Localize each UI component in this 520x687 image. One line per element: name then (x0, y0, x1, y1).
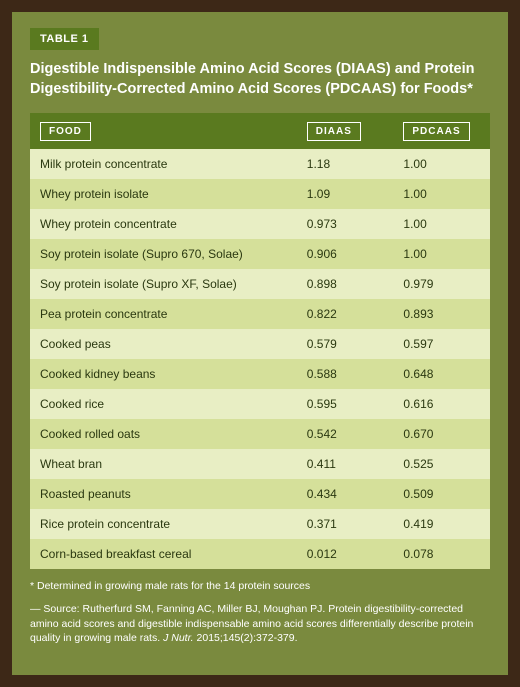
cell-food: Milk protein concentrate (30, 149, 297, 179)
table-row: Milk protein concentrate1.181.00 (30, 149, 490, 179)
cell-pdcaas: 0.597 (393, 329, 490, 359)
cell-pdcaas: 1.00 (393, 239, 490, 269)
table-header-row: FOOD DIAAS PDCAAS (30, 113, 490, 149)
cell-diaas: 0.012 (297, 539, 394, 569)
table-row: Wheat bran0.4110.525 (30, 449, 490, 479)
footnote: * Determined in growing male rats for th… (30, 579, 490, 594)
cell-food: Soy protein isolate (Supro XF, Solae) (30, 269, 297, 299)
col-header-pdcaas: PDCAAS (403, 122, 469, 141)
table-row: Cooked peas0.5790.597 (30, 329, 490, 359)
cell-diaas: 0.542 (297, 419, 394, 449)
cell-food: Corn-based breakfast cereal (30, 539, 297, 569)
table-number-label: TABLE 1 (30, 28, 99, 50)
source-journal: J Nutr. (163, 632, 194, 644)
cell-food: Whey protein concentrate (30, 209, 297, 239)
cell-diaas: 1.18 (297, 149, 394, 179)
cell-pdcaas: 0.419 (393, 509, 490, 539)
cell-diaas: 0.906 (297, 239, 394, 269)
cell-diaas: 0.411 (297, 449, 394, 479)
table-row: Whey protein isolate1.091.00 (30, 179, 490, 209)
cell-pdcaas: 0.670 (393, 419, 490, 449)
cell-food: Cooked peas (30, 329, 297, 359)
cell-pdcaas: 1.00 (393, 179, 490, 209)
cell-food: Roasted peanuts (30, 479, 297, 509)
table-row: Roasted peanuts0.4340.509 (30, 479, 490, 509)
table-title: Digestible Indispensible Amino Acid Scor… (30, 60, 490, 99)
cell-pdcaas: 0.979 (393, 269, 490, 299)
cell-diaas: 0.434 (297, 479, 394, 509)
table-row: Whey protein concentrate0.9731.00 (30, 209, 490, 239)
cell-pdcaas: 1.00 (393, 209, 490, 239)
table-row: Cooked rolled oats0.5420.670 (30, 419, 490, 449)
cell-pdcaas: 0.509 (393, 479, 490, 509)
table-body: Milk protein concentrate1.181.00Whey pro… (30, 149, 490, 569)
table-row: Cooked rice0.5950.616 (30, 389, 490, 419)
cell-food: Cooked rolled oats (30, 419, 297, 449)
cell-diaas: 0.371 (297, 509, 394, 539)
protein-scores-table: FOOD DIAAS PDCAAS Milk protein concentra… (30, 113, 490, 569)
cell-diaas: 0.588 (297, 359, 394, 389)
cell-food: Pea protein concentrate (30, 299, 297, 329)
source-citation: — Source: Rutherfurd SM, Fanning AC, Mil… (30, 602, 490, 646)
cell-diaas: 0.822 (297, 299, 394, 329)
cell-pdcaas: 0.078 (393, 539, 490, 569)
table-row: Pea protein concentrate0.8220.893 (30, 299, 490, 329)
cell-diaas: 0.973 (297, 209, 394, 239)
cell-diaas: 0.595 (297, 389, 394, 419)
table-panel: TABLE 1 Digestible Indispensible Amino A… (12, 12, 508, 675)
table-row: Soy protein isolate (Supro 670, Solae)0.… (30, 239, 490, 269)
cell-pdcaas: 0.616 (393, 389, 490, 419)
cell-food: Cooked rice (30, 389, 297, 419)
col-header-food: FOOD (40, 122, 91, 141)
source-suffix: 2015;145(2):372-379. (194, 632, 298, 644)
cell-diaas: 0.898 (297, 269, 394, 299)
cell-pdcaas: 0.525 (393, 449, 490, 479)
cell-diaas: 1.09 (297, 179, 394, 209)
cell-pdcaas: 0.648 (393, 359, 490, 389)
table-row: Rice protein concentrate0.3710.419 (30, 509, 490, 539)
col-header-diaas: DIAAS (307, 122, 361, 141)
cell-food: Soy protein isolate (Supro 670, Solae) (30, 239, 297, 269)
cell-food: Whey protein isolate (30, 179, 297, 209)
table-row: Cooked kidney beans0.5880.648 (30, 359, 490, 389)
cell-pdcaas: 1.00 (393, 149, 490, 179)
cell-food: Wheat bran (30, 449, 297, 479)
cell-pdcaas: 0.893 (393, 299, 490, 329)
table-row: Corn-based breakfast cereal0.0120.078 (30, 539, 490, 569)
cell-food: Cooked kidney beans (30, 359, 297, 389)
cell-diaas: 0.579 (297, 329, 394, 359)
cell-food: Rice protein concentrate (30, 509, 297, 539)
table-row: Soy protein isolate (Supro XF, Solae)0.8… (30, 269, 490, 299)
